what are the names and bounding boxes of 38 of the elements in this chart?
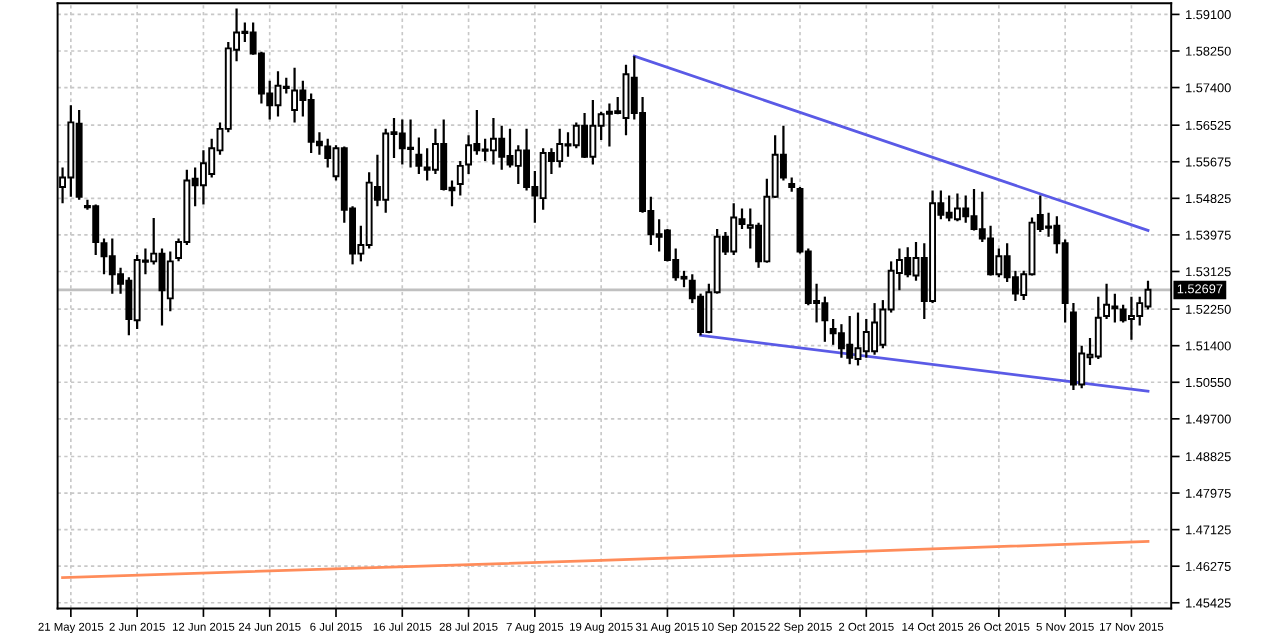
candlestick (307, 92, 315, 155)
candlestick (108, 237, 116, 295)
candlestick (605, 102, 613, 148)
candlestick (514, 144, 522, 186)
candlestick (854, 311, 862, 367)
candlestick (970, 187, 978, 232)
candlestick (655, 218, 663, 253)
candlestick (423, 147, 431, 182)
candlestick (945, 194, 953, 223)
candlestick (846, 314, 854, 366)
candlestick (539, 147, 547, 211)
candlestick (199, 149, 207, 206)
candlestick (1127, 295, 1135, 341)
candlestick (589, 98, 597, 166)
candlestick (837, 323, 845, 359)
candlestick (730, 202, 738, 257)
candlestick (1111, 292, 1119, 324)
candlestick (291, 66, 299, 124)
candlestick (572, 121, 580, 150)
candlestick (581, 111, 589, 160)
candlestick (440, 118, 448, 192)
candlestick (92, 203, 100, 257)
candlestick (498, 124, 506, 171)
candlestick (871, 301, 879, 356)
candlestick (962, 194, 970, 224)
candlestick (324, 137, 332, 169)
candlestick (407, 118, 415, 169)
candlestick (523, 127, 531, 192)
candlestick (1144, 279, 1152, 311)
candlestick (953, 192, 961, 223)
candlestick (564, 131, 572, 158)
candlestick (489, 116, 497, 166)
candlestick (1045, 211, 1053, 238)
candlestick (987, 224, 995, 277)
candlestick (506, 127, 514, 169)
candlestick (398, 118, 406, 166)
candlestick (556, 127, 564, 169)
candlestick (862, 317, 870, 359)
